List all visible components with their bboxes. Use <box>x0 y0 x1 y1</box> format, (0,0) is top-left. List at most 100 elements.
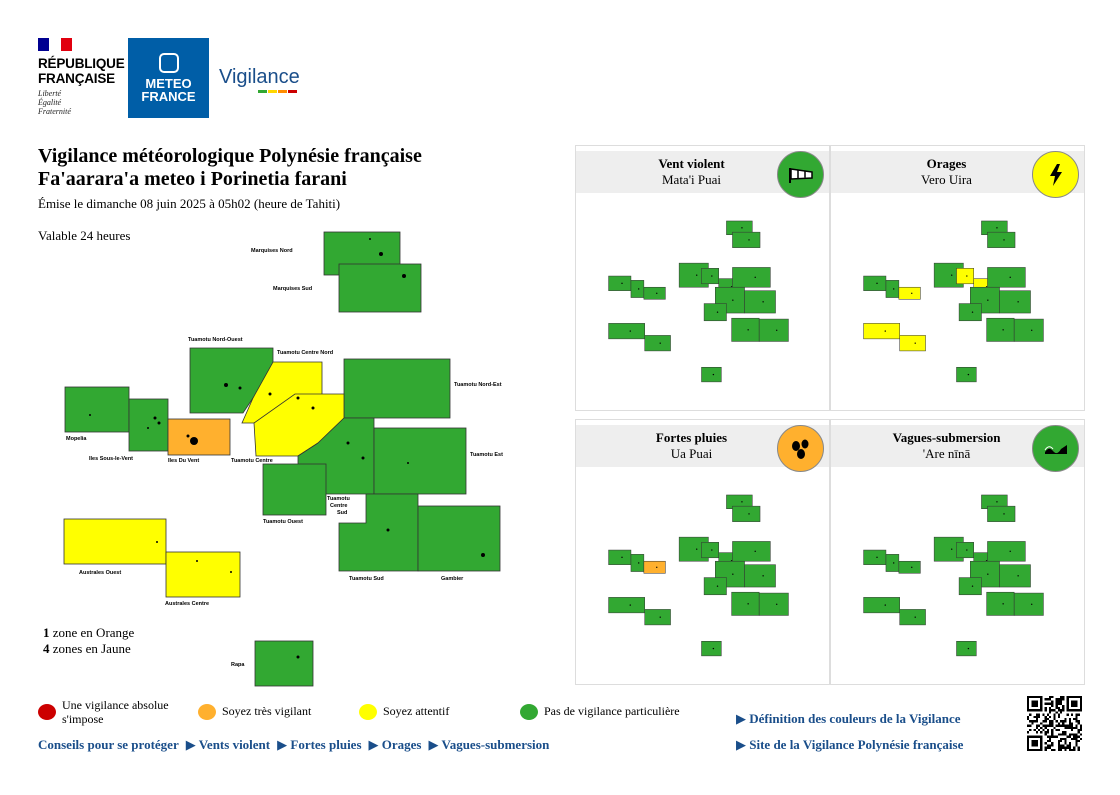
mini-island-mark <box>914 616 916 618</box>
qr-module <box>1057 724 1060 727</box>
qr-module <box>1057 700 1060 703</box>
qr-module <box>1062 731 1065 734</box>
mini-zone-mopelia <box>608 275 632 291</box>
zone-iles-du-vent[interactable] <box>167 418 231 456</box>
qr-module <box>1049 744 1052 747</box>
zone-australes-centre[interactable] <box>165 551 241 598</box>
qr-module <box>1060 733 1063 736</box>
qr-module <box>1040 726 1043 729</box>
qr-module <box>1064 742 1067 745</box>
mini-island-mark <box>629 330 631 332</box>
zone-tuamotu-est[interactable] <box>373 427 467 495</box>
zone-tuamotu-ouest[interactable] <box>262 463 327 516</box>
qr-module <box>1049 720 1052 723</box>
panel-vent-violent[interactable]: Vent violent Mata'i Puai <box>575 145 830 411</box>
qr-module <box>1071 700 1078 707</box>
qr-module <box>1057 729 1060 732</box>
link-site-vigilance[interactable]: ▶ Site de la Vigilance Polynésie françai… <box>736 737 964 752</box>
qr-module <box>1060 702 1063 705</box>
zone-mopelia[interactable] <box>64 386 130 433</box>
mini-island-mark <box>1009 276 1011 279</box>
qr-module <box>1066 744 1069 747</box>
mini-island-mark <box>762 301 764 303</box>
qr-module <box>1057 740 1060 743</box>
link-vents-violent[interactable]: ▶ Vents violent <box>185 737 271 752</box>
link-orages[interactable]: ▶ Orages <box>368 737 422 752</box>
qr-module <box>1075 740 1078 743</box>
label-marquises-nord: Marquises Nord <box>251 248 293 254</box>
zone-australes-ouest[interactable] <box>63 518 167 565</box>
mini-zone-australes-ouest <box>863 323 900 340</box>
mini-zone-mopelia <box>863 549 887 565</box>
panel-map-svg <box>608 220 789 383</box>
qr-module <box>1075 713 1078 716</box>
link-definition-couleurs[interactable]: ▶ Définition des couleurs de la Vigilanc… <box>736 711 961 726</box>
qr-module <box>1031 700 1038 707</box>
label-tuamotu-nord-ouest: Tuamotu Nord-Ouest <box>188 337 243 343</box>
panel-header: Vagues-submersion 'Are nīnā <box>831 425 1084 472</box>
qr-code-icon[interactable] <box>1027 696 1082 751</box>
mini-zone-iles-du-vent <box>643 286 666 300</box>
qr-module <box>1029 720 1032 723</box>
panel-header: Orages Vero Uira <box>831 151 1084 198</box>
mini-zone-australes-ouest <box>608 323 645 340</box>
qr-module <box>1068 735 1071 738</box>
link-fortes-pluies[interactable]: ▶ Fortes pluies <box>277 737 362 752</box>
label-marquises-sud: Marquises Sud <box>273 286 312 292</box>
qr-module <box>1035 724 1038 727</box>
panel-fortes-pluies[interactable]: Fortes pluies Ua Puai <box>575 419 830 685</box>
mini-island-mark <box>776 329 778 331</box>
qr-module <box>1046 724 1049 727</box>
link-vagues-submersion[interactable]: ▶ Vagues-submersion <box>428 737 550 752</box>
mini-island-mark <box>754 550 756 553</box>
qr-module <box>1075 733 1078 736</box>
qr-module <box>1046 746 1049 749</box>
qr-module <box>1064 748 1067 751</box>
mini-zone-tuamotu-nord-est <box>732 267 771 288</box>
mini-island-mark <box>754 276 756 279</box>
qr-module <box>1044 746 1047 749</box>
orange-count-line: 1 zone en Orange <box>43 625 135 640</box>
label-iles-du-vent: Iles Du Vent <box>168 458 199 464</box>
mini-island-mark <box>1031 329 1033 331</box>
qr-module <box>1051 733 1054 736</box>
qr-module <box>1068 748 1071 751</box>
qr-module <box>1044 731 1047 734</box>
mini-zone-tuamotu-nord-est <box>987 267 1026 288</box>
mini-island-mark <box>748 513 750 515</box>
panel-orages[interactable]: Orages Vero Uira <box>830 145 1085 411</box>
zone-tuamotu-nord-est[interactable] <box>343 358 451 419</box>
zone-rapa[interactable] <box>254 640 314 687</box>
qr-module <box>1064 737 1067 740</box>
qr-module <box>1064 720 1067 723</box>
mini-zone-iles-sous-le-vent <box>885 554 900 572</box>
legend-yellow: Soyez attentif <box>359 704 449 720</box>
zone-marquises-sud[interactable] <box>338 263 422 313</box>
mini-island-mark <box>656 566 658 568</box>
qr-module <box>1046 702 1049 705</box>
qr-module <box>1060 700 1063 703</box>
qr-module <box>1044 709 1047 712</box>
qr-module <box>1027 718 1030 721</box>
qr-module <box>1055 711 1058 714</box>
zone-gambier[interactable] <box>417 505 501 572</box>
label-tuamotu-centre-sud-2: Centre <box>330 503 347 509</box>
qr-module <box>1077 748 1080 751</box>
panel-vagues-submersion[interactable]: Vagues-submersion 'Are nīnā <box>830 419 1085 685</box>
qr-module <box>1035 731 1038 734</box>
lightning-icon <box>1032 151 1079 198</box>
label-tuamotu-ouest: Tuamotu Ouest <box>263 519 303 525</box>
qr-module <box>1049 722 1052 725</box>
mini-zone-gambier <box>758 592 789 616</box>
zone-iles-sous-le-vent[interactable] <box>128 398 169 452</box>
zone-tuamotu-sud[interactable] <box>338 493 419 572</box>
qr-module <box>1062 698 1065 701</box>
mini-zone-tuamotu-sud <box>986 591 1015 616</box>
label-mopelia: Mopelia <box>66 436 87 442</box>
qr-module <box>1075 720 1078 723</box>
qr-module <box>1051 722 1054 725</box>
mini-island-mark <box>876 282 878 285</box>
qr-module <box>1066 726 1069 729</box>
qr-module <box>1062 722 1065 725</box>
qr-module <box>1068 742 1071 745</box>
